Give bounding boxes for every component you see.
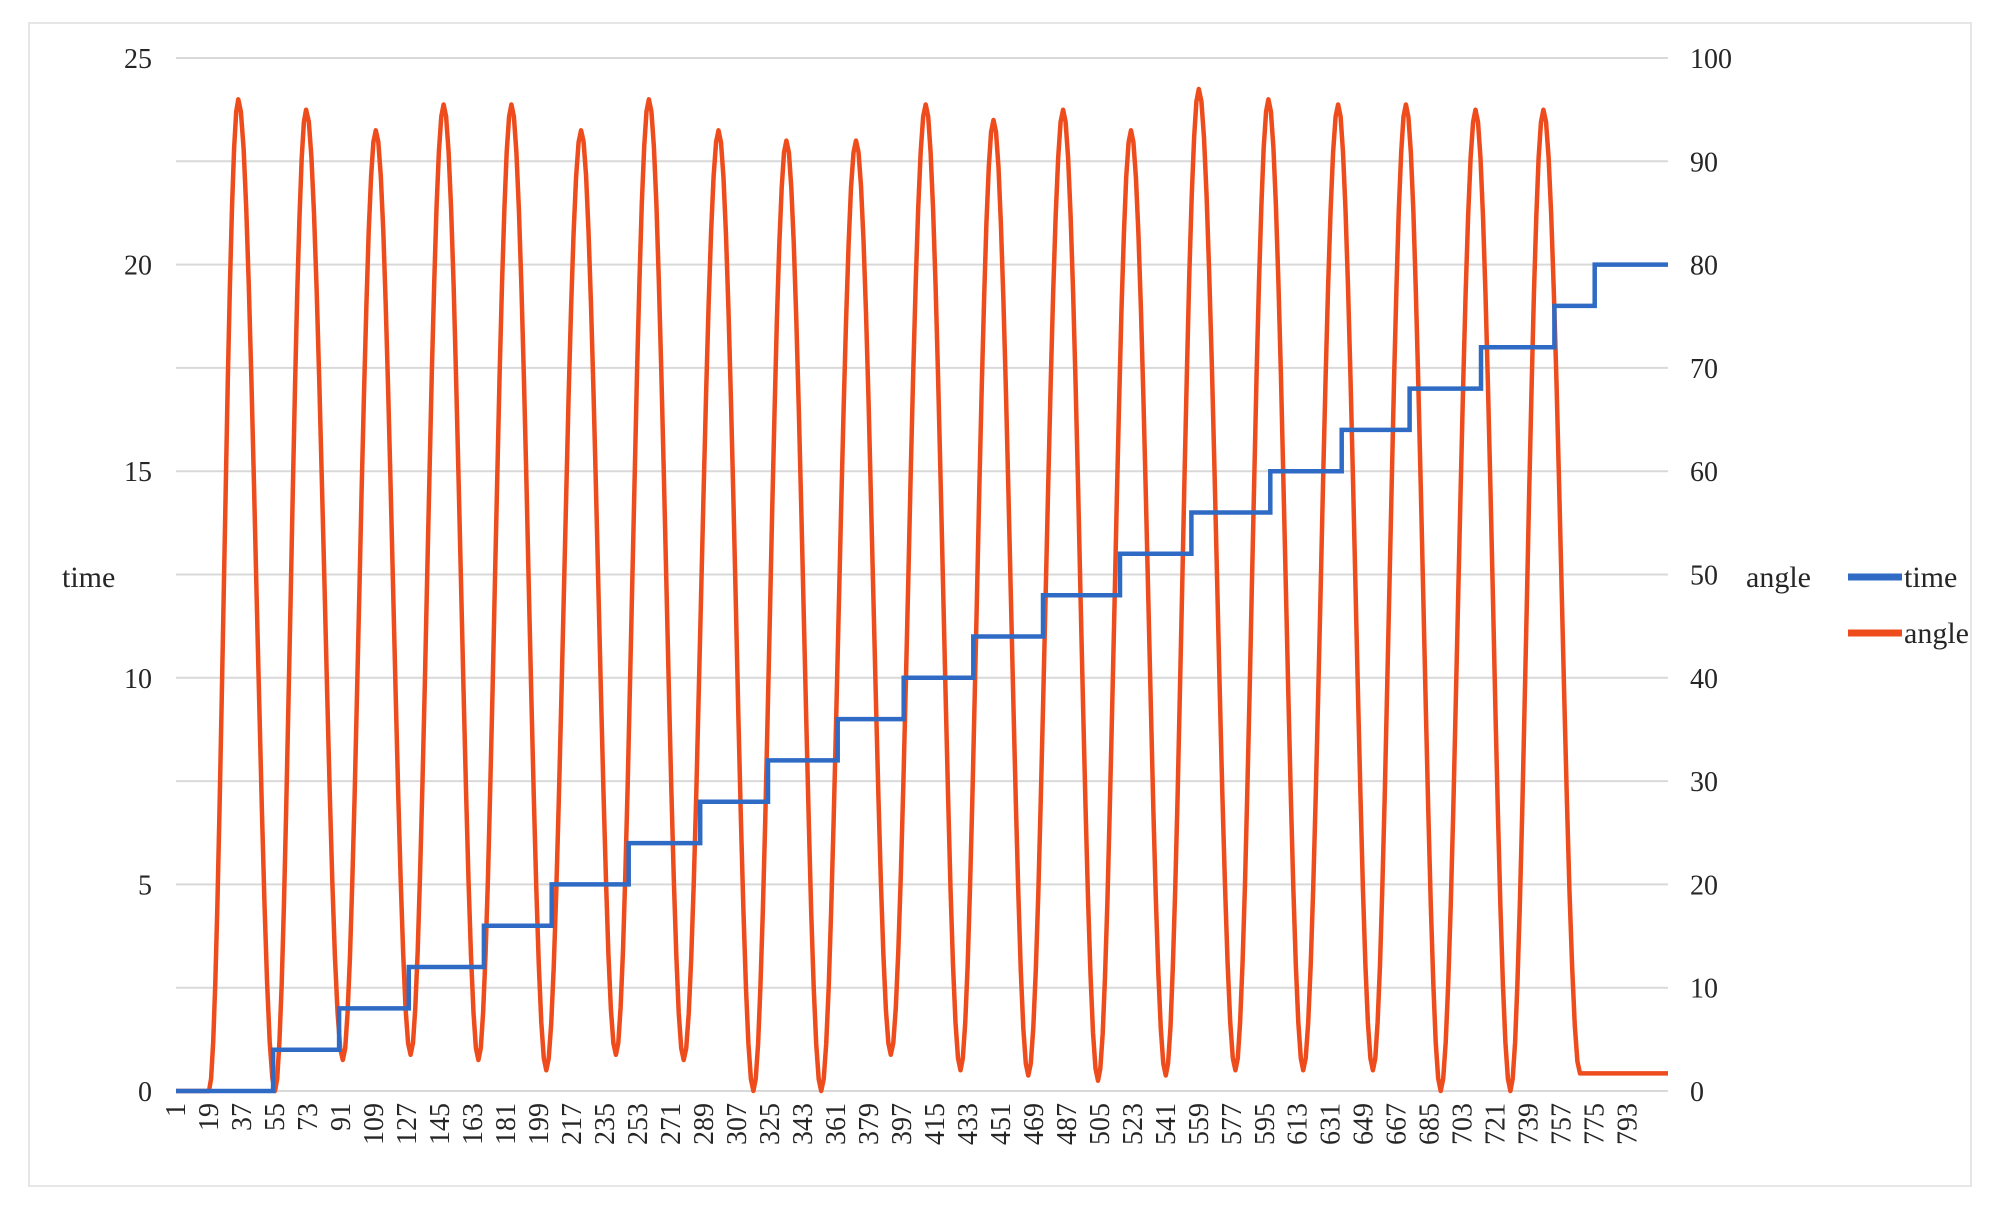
right-tick-label: 0 xyxy=(1690,1077,1704,1108)
x-tick-label: 415 xyxy=(920,1103,951,1145)
x-tick-label: 73 xyxy=(293,1103,324,1131)
x-tick-label: 793 xyxy=(1613,1103,1644,1145)
x-tick-label: 109 xyxy=(359,1103,390,1145)
x-tick-label: 289 xyxy=(689,1103,720,1145)
x-tick-label: 649 xyxy=(1349,1103,1380,1145)
right-tick-label: 30 xyxy=(1690,767,1718,798)
x-tick-label: 1 xyxy=(161,1103,192,1117)
x-tick-label: 613 xyxy=(1283,1103,1314,1145)
x-tick-label: 91 xyxy=(326,1103,357,1131)
series-layer xyxy=(176,86,1668,1094)
left-axis-title: time xyxy=(62,561,115,594)
x-tick-label: 739 xyxy=(1514,1103,1545,1145)
x-tick-label: 505 xyxy=(1085,1103,1116,1145)
x-tick-label: 253 xyxy=(623,1103,654,1145)
time-series-line xyxy=(176,262,1668,1094)
right-tick-label: 10 xyxy=(1690,974,1718,1005)
x-tick-label: 685 xyxy=(1415,1103,1446,1145)
right-tick-label: 50 xyxy=(1690,561,1718,592)
x-tick-label: 757 xyxy=(1547,1103,1578,1145)
x-tick-label: 181 xyxy=(491,1103,522,1145)
x-tick-label: 379 xyxy=(854,1103,885,1145)
right-tick-label: 80 xyxy=(1690,251,1718,282)
left-axis-ticks: 0 5 10 15 20 25 xyxy=(124,44,152,1108)
x-tick-label: 631 xyxy=(1316,1103,1347,1145)
x-tick-label: 721 xyxy=(1481,1103,1512,1145)
right-tick-label: 20 xyxy=(1690,870,1718,901)
x-axis-ticks: 1 19 37 55 73 91 109 127 145 163 181 199 217 235 253 27… xyxy=(161,1103,1644,1145)
x-tick-label: 325 xyxy=(755,1103,786,1145)
legend-label-time: time xyxy=(1904,561,1957,594)
x-tick-label: 433 xyxy=(953,1103,984,1145)
x-tick-label: 487 xyxy=(1052,1103,1083,1145)
x-tick-label: 703 xyxy=(1448,1103,1479,1145)
left-tick-label: 5 xyxy=(138,870,152,901)
x-tick-label: 397 xyxy=(887,1103,918,1145)
x-tick-label: 271 xyxy=(656,1103,687,1145)
x-tick-label: 523 xyxy=(1118,1103,1149,1145)
legend-label-angle: angle xyxy=(1904,617,1969,650)
x-tick-label: 163 xyxy=(458,1103,489,1145)
x-tick-label: 361 xyxy=(821,1103,852,1145)
right-tick-label: 40 xyxy=(1690,664,1718,695)
x-tick-label: 55 xyxy=(260,1103,291,1131)
right-axis-ticks: 0 10 20 30 40 50 60 70 80 90 100 xyxy=(1690,44,1732,1108)
x-tick-label: 343 xyxy=(788,1103,819,1145)
x-tick-label: 127 xyxy=(392,1103,423,1145)
x-tick-label: 199 xyxy=(524,1103,555,1145)
right-tick-label: 60 xyxy=(1690,457,1718,488)
x-tick-label: 307 xyxy=(722,1103,753,1145)
x-tick-label: 37 xyxy=(227,1103,258,1131)
right-axis-title: angle xyxy=(1746,561,1811,594)
left-tick-label: 15 xyxy=(124,457,152,488)
x-tick-label: 559 xyxy=(1184,1103,1215,1145)
x-tick-label: 235 xyxy=(590,1103,621,1145)
x-tick-label: 217 xyxy=(557,1103,588,1145)
x-tick-label: 19 xyxy=(194,1103,225,1131)
x-tick-label: 469 xyxy=(1019,1103,1050,1145)
right-tick-label: 100 xyxy=(1690,44,1732,75)
x-tick-label: 451 xyxy=(986,1103,1017,1145)
x-tick-label: 775 xyxy=(1580,1103,1611,1145)
right-tick-label: 90 xyxy=(1690,147,1718,178)
right-tick-label: 70 xyxy=(1690,354,1718,385)
left-tick-label: 0 xyxy=(138,1077,152,1108)
left-tick-label: 25 xyxy=(124,44,152,75)
x-tick-label: 667 xyxy=(1382,1103,1413,1145)
left-tick-label: 10 xyxy=(124,664,152,695)
gridlines xyxy=(176,57,1668,1092)
legend: time angle xyxy=(1848,561,1969,650)
x-tick-label: 145 xyxy=(425,1103,456,1145)
angle-series-line xyxy=(176,86,1668,1094)
left-tick-label: 20 xyxy=(124,251,152,282)
x-tick-label: 577 xyxy=(1217,1103,1248,1145)
x-tick-label: 541 xyxy=(1151,1103,1182,1145)
x-tick-label: 595 xyxy=(1250,1103,1281,1145)
